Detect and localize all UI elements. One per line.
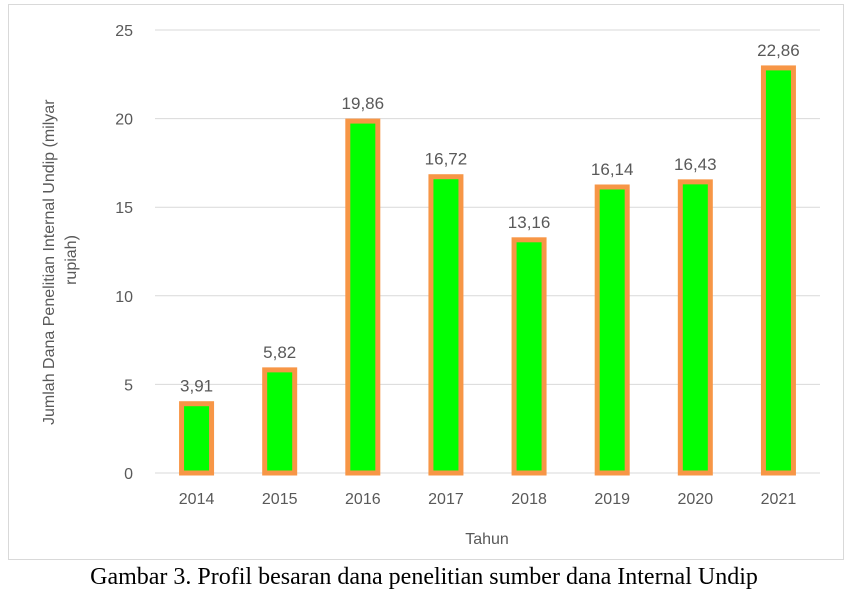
figure-caption: Gambar 3. Profil besaran dana penelitian…: [90, 564, 758, 590]
x-tick-labels: 2014 2015 2016 2017 2018 2019 2020 2021: [179, 491, 797, 508]
data-label-2021: 22,86: [757, 41, 800, 60]
data-label-2014: 3,91: [180, 377, 213, 396]
y-tick-label: 0: [124, 466, 133, 483]
x-axis-label: Tahun: [465, 531, 509, 548]
data-labels: 3,91 5,82 19,86 16,72 13,16 16,14 16,43 22,86: [180, 41, 800, 396]
bar-2014: [179, 401, 215, 476]
y-tick-label: 15: [115, 200, 133, 217]
bar-2020: [677, 179, 713, 476]
y-tick-label: 20: [115, 112, 133, 129]
bar-2021: [760, 65, 796, 476]
x-tick-label-2016: 2016: [345, 491, 381, 508]
bar-2018: [511, 237, 547, 476]
bar-2019: [594, 184, 630, 476]
data-label-2020: 16,43: [674, 155, 717, 174]
bars: [179, 65, 796, 476]
y-axis-label: Jumlah Dana Penelitian Internal Undip (m…: [41, 95, 80, 425]
data-label-2018: 13,16: [508, 213, 551, 232]
bar-chart: 0 5 10 15 20 25 3,91 5,82 19,86 16,72 13,16 16,14 1…: [41, 23, 820, 548]
data-label-2015: 5,82: [263, 343, 296, 362]
y-tick-label: 10: [115, 289, 133, 306]
x-tick-label-2018: 2018: [511, 491, 547, 508]
y-axis-label-line-2: rupiah): [63, 235, 80, 285]
bar-2016: [345, 118, 381, 476]
y-tick-label: 5: [124, 377, 133, 394]
x-tick-label-2020: 2020: [678, 491, 714, 508]
y-tick-labels: 0 5 10 15 20 25: [115, 23, 133, 483]
x-tick-label-2017: 2017: [428, 491, 464, 508]
bar-2015: [262, 367, 298, 476]
y-axis-label-line-1: Jumlah Dana Penelitian Internal Undip (m…: [41, 99, 58, 425]
x-tick-label-2014: 2014: [179, 491, 215, 508]
data-label-2019: 16,14: [591, 160, 634, 179]
gridlines: [155, 29, 820, 474]
x-tick-label-2015: 2015: [262, 491, 298, 508]
y-tick-label: 25: [115, 23, 133, 40]
data-label-2016: 19,86: [342, 94, 385, 113]
bar-2017: [428, 174, 464, 476]
x-tick-label-2021: 2021: [761, 491, 797, 508]
data-label-2017: 16,72: [425, 150, 468, 169]
x-tick-label-2019: 2019: [594, 491, 630, 508]
